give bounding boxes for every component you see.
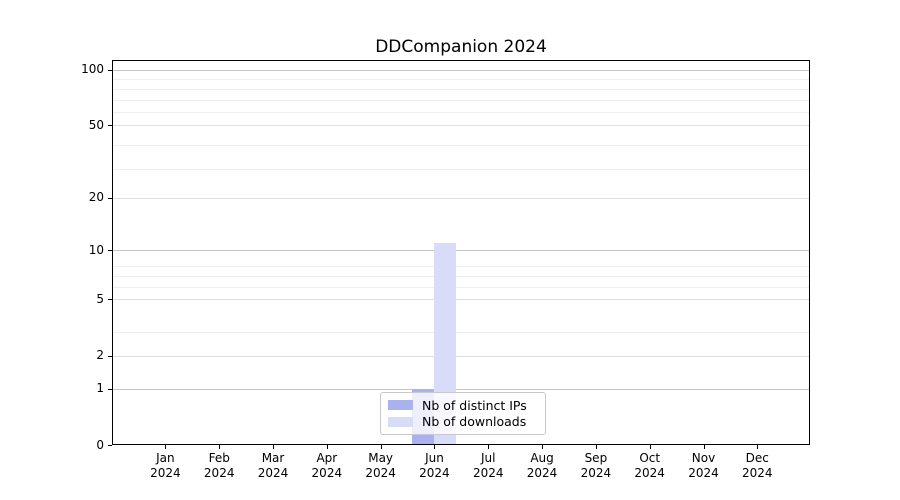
y-tick-label: 0 (96, 437, 104, 452)
x-tick-label-year: 2024 (257, 466, 289, 480)
x-tick-label-year: 2024 (472, 466, 504, 480)
x-tick-label-year: 2024 (634, 466, 665, 480)
x-tick-label-year: 2024 (688, 466, 719, 480)
x-tick-label: May 2024 (349, 451, 413, 481)
x-tick-label: Sep 2024 (564, 451, 628, 481)
x-tick-mark (380, 445, 382, 449)
y-tick-label: 2 (96, 348, 104, 363)
x-tick-mark (542, 445, 544, 449)
x-tick-mark (434, 445, 436, 449)
y-tick-mark (108, 355, 112, 357)
x-tick-label-year: 2024 (742, 466, 773, 480)
x-tick-label-year: 2024 (203, 466, 235, 480)
y-tick-label: 1 (96, 381, 104, 396)
x-tick-label: Aug 2024 (510, 451, 574, 481)
x-tick-mark (219, 445, 221, 449)
y-tick-mark (108, 125, 112, 127)
y-tick-mark (108, 197, 112, 199)
minor-gridline (112, 266, 810, 268)
x-tick-label: Jan 2024 (133, 451, 197, 481)
x-tick-mark (649, 445, 651, 449)
x-tick-label: Apr 2024 (295, 451, 359, 481)
x-tick-label-year: 2024 (419, 466, 450, 480)
x-tick-mark (703, 445, 705, 449)
y-tick-mark (108, 69, 112, 71)
y-tick-label: 20 (88, 190, 104, 204)
minor-gridline (112, 332, 810, 334)
chart-title: DDCompanion 2024 (375, 37, 547, 57)
y-tick-mark (108, 250, 112, 252)
legend-swatch-icon (388, 400, 413, 411)
gridline-y-2 (112, 355, 810, 357)
gridline-y-1 (112, 388, 810, 390)
minor-gridline (112, 286, 810, 288)
x-tick-label: Mar 2024 (241, 451, 305, 481)
x-tick-label: Dec 2024 (725, 451, 789, 481)
y-tick-mark (108, 445, 112, 446)
gridline-y-100 (112, 69, 810, 71)
y-tick-mark (108, 388, 112, 390)
legend-item: Nb of downloads (388, 414, 538, 430)
gridline-y-20 (112, 197, 810, 199)
legend: Nb of distinct IPs Nb of downloads (380, 392, 546, 435)
legend-item: Nb of distinct IPs (388, 397, 538, 413)
minor-gridline (112, 79, 810, 81)
x-tick-label-year: 2024 (311, 466, 343, 480)
x-tick-label-year: 2024 (526, 466, 558, 480)
x-tick-mark (757, 445, 759, 449)
gridline-y-5 (112, 299, 810, 301)
legend-label: Nb of downloads (422, 414, 527, 430)
x-tick-label: Oct 2024 (618, 451, 682, 481)
x-tick-label-year: 2024 (150, 466, 181, 480)
plot-area (112, 60, 810, 445)
x-tick-label: Jun 2024 (402, 451, 466, 481)
x-tick-label: Nov 2024 (672, 451, 736, 481)
y-tick-label: 10 (88, 242, 104, 257)
gridline-y-50 (112, 125, 810, 127)
gridline-y-10 (112, 250, 810, 252)
minor-gridline (112, 275, 810, 277)
minor-gridline (112, 168, 810, 170)
y-tick-label: 100 (81, 62, 104, 77)
minor-gridline (112, 112, 810, 114)
minor-gridline (112, 145, 810, 147)
minor-gridline (112, 88, 810, 90)
x-tick-mark (273, 445, 275, 449)
y-tick-label: 50 (88, 117, 104, 132)
legend-swatch-icon (388, 416, 413, 427)
y-tick-label: 5 (96, 291, 104, 306)
x-tick-mark (488, 445, 490, 449)
x-tick-mark (165, 445, 167, 449)
x-tick-mark (326, 445, 328, 449)
x-tick-mark (595, 445, 597, 449)
minor-gridline (112, 99, 810, 101)
y-tick-mark (108, 299, 112, 301)
x-tick-label-year: 2024 (365, 466, 396, 480)
x-tick-label: Jul 2024 (456, 451, 520, 481)
x-tick-label: Feb 2024 (187, 451, 251, 481)
legend-label: Nb of distinct IPs (422, 397, 527, 413)
x-tick-label-year: 2024 (580, 466, 612, 480)
